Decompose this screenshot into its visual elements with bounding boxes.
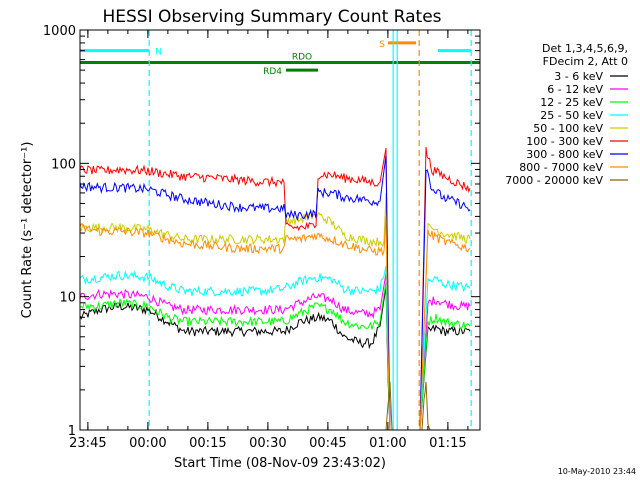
y-axis-label: Count Rate (s⁻¹ detector⁻¹): [20, 142, 35, 319]
series-line-6-12-kev: [80, 273, 471, 430]
legend-label: 100 - 300 keV: [526, 135, 603, 148]
timestamp: 10-May-2010 23:44: [558, 467, 636, 476]
legend-label: 12 - 25 keV: [540, 96, 603, 109]
plot-frame: [79, 29, 481, 431]
series-layer: [80, 147, 471, 430]
legend-label: 7000 - 20000 keV: [505, 174, 603, 187]
legend-label: 300 - 800 keV: [526, 148, 603, 161]
x-tick-label: 01:15: [429, 436, 466, 451]
legend-label: 800 - 7000 keV: [519, 161, 603, 174]
legend-label: 25 - 50 keV: [540, 109, 603, 122]
legend-header: Det 1,3,4,5,6,9,: [542, 42, 628, 55]
series-line-25-50-kev: [80, 265, 471, 430]
series-line-300-800-kev: [80, 155, 471, 430]
series-line-800-7000-kev: [80, 216, 471, 430]
y-tick-label: 1000: [43, 24, 76, 39]
x-tick-label: 00:15: [189, 436, 226, 451]
legend-label: 3 - 6 keV: [554, 70, 603, 83]
series-line-3-6-kev: [80, 286, 471, 430]
series-line-50-100-kev: [80, 192, 471, 430]
plot-area: [80, 30, 480, 430]
flag-label-rdo: RDO: [292, 53, 312, 63]
x-tick-label: 23:45: [69, 436, 106, 451]
legend-label: 50 - 100 keV: [533, 122, 603, 135]
x-tick-label: 00:30: [249, 436, 286, 451]
flag-label-rd4: RD4: [263, 67, 282, 77]
legend: Det 1,3,4,5,6,9,FDecim 2, Att 0 3 - 6 keV…: [505, 42, 628, 187]
flag-label-s: S: [379, 40, 385, 50]
x-axis: 23:45 00:00 00:15 00:30 00:45 01:00 01:15: [69, 30, 469, 451]
y-tick-label: 100: [51, 157, 76, 172]
y-tick-label: 1: [68, 424, 76, 439]
x-tick-label: 00:00: [129, 436, 166, 451]
flag-label-n: N: [155, 48, 162, 58]
x-axis-label: Start Time (08-Nov-09 23:43:02): [174, 456, 386, 471]
series-line-100-300-kev: [80, 147, 471, 430]
flag-labels-layer: N S RDO RD4: [155, 40, 385, 77]
x-tick-label: 00:45: [309, 436, 346, 451]
y-axis: 1 10 100 1000: [43, 24, 480, 439]
flags-layer: [80, 41, 480, 72]
series-line-7000-20000-kev: [385, 381, 431, 430]
legend-header: FDecim 2, Att 0: [543, 55, 628, 68]
chart-title: HESSI Observing Summary Count Rates: [102, 7, 441, 27]
legend-label: 6 - 12 keV: [547, 83, 603, 96]
y-tick-label: 10: [59, 291, 76, 306]
series-line-12-25-kev: [80, 281, 471, 430]
x-tick-label: 01:00: [369, 436, 406, 451]
